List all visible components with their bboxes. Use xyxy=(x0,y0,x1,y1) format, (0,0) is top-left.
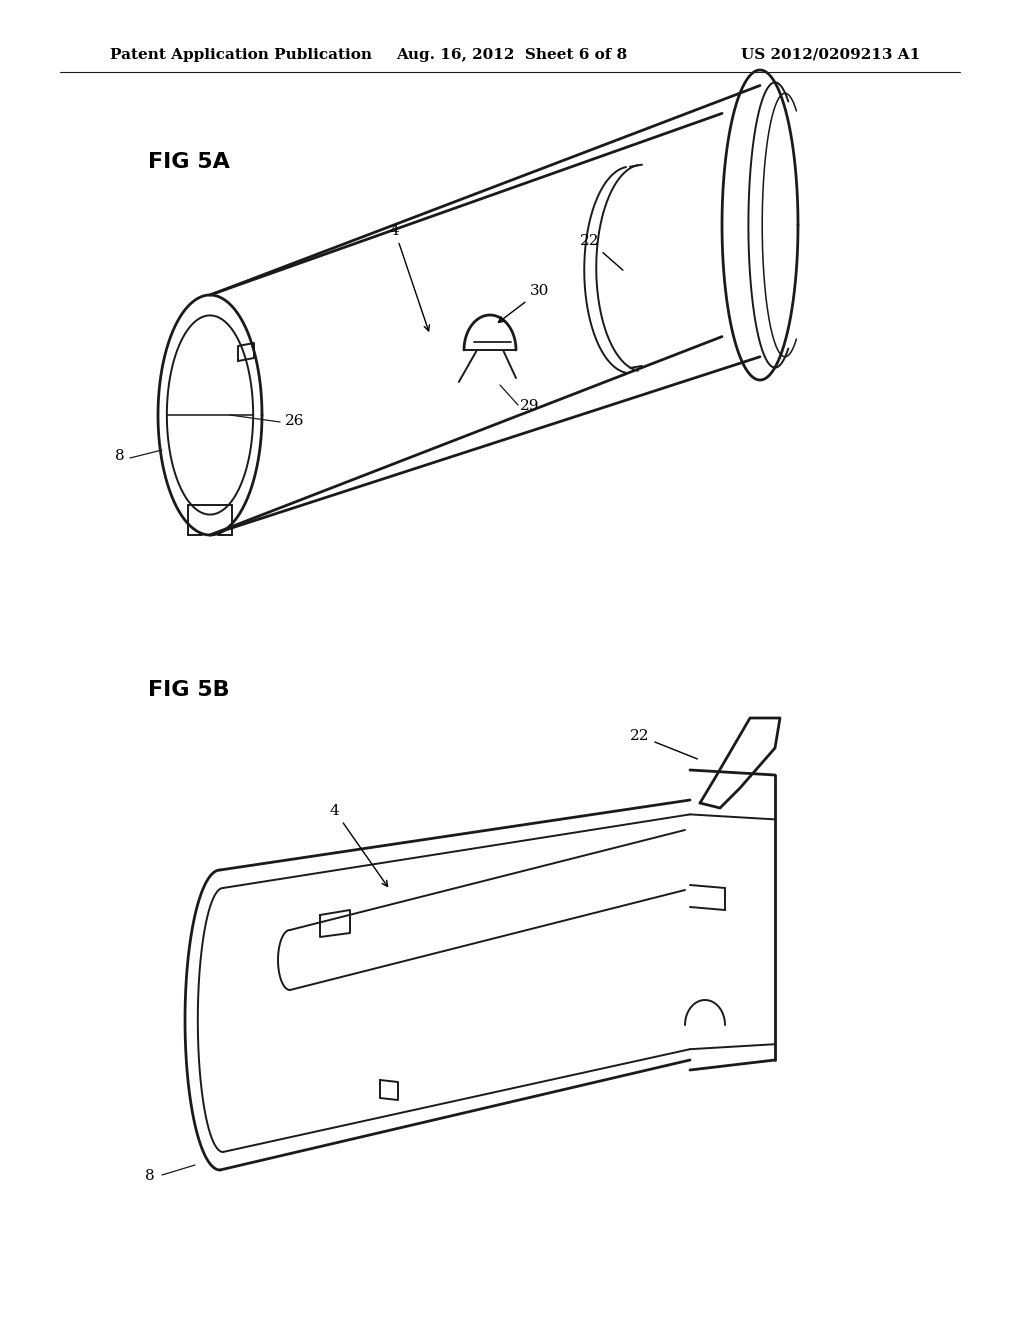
Text: 8: 8 xyxy=(115,449,125,463)
Text: 26: 26 xyxy=(285,414,304,428)
Text: 29: 29 xyxy=(520,399,540,413)
Text: 22: 22 xyxy=(630,729,697,759)
Text: FIG 5B: FIG 5B xyxy=(148,680,229,700)
Text: Patent Application Publication: Patent Application Publication xyxy=(110,48,372,62)
Text: 4: 4 xyxy=(330,804,387,887)
Text: 30: 30 xyxy=(499,284,549,322)
Text: 4: 4 xyxy=(390,224,429,331)
Text: FIG 5A: FIG 5A xyxy=(148,152,229,172)
Text: 8: 8 xyxy=(145,1170,155,1183)
Text: Aug. 16, 2012  Sheet 6 of 8: Aug. 16, 2012 Sheet 6 of 8 xyxy=(396,48,628,62)
Text: 22: 22 xyxy=(580,234,623,271)
Text: US 2012/0209213 A1: US 2012/0209213 A1 xyxy=(740,48,920,62)
